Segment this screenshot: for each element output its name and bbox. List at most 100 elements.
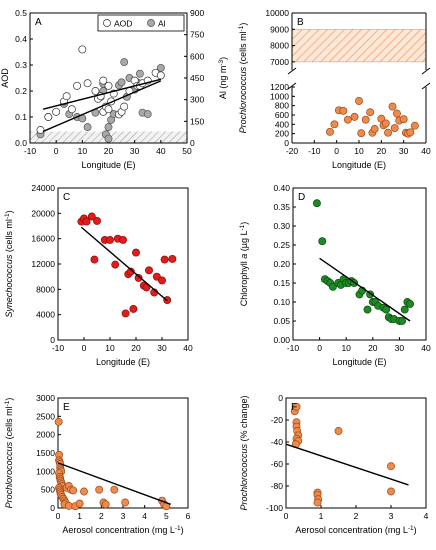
y-tick-label: -20 bbox=[271, 415, 284, 425]
data-point bbox=[80, 487, 88, 496]
panel-letter: C bbox=[63, 192, 70, 203]
x-tick-label: 30 bbox=[157, 343, 167, 353]
x-tick-label: 30 bbox=[399, 146, 409, 156]
data-point bbox=[106, 235, 114, 244]
y2-tick-label: 900 bbox=[190, 8, 204, 18]
data-point bbox=[69, 486, 78, 495]
panel-a: -10 0 10 20 30 40 50 0.0 0.1 0.2 0.3 0.4 0.5 0 150 300 4… bbox=[0, 8, 228, 170]
data-point bbox=[355, 97, 363, 105]
aod-point bbox=[52, 107, 61, 116]
y-tick-label: -60 bbox=[271, 459, 284, 469]
axis-break-mark bbox=[421, 82, 431, 90]
y-axis-label: Prochlorococcus (% change) bbox=[239, 395, 249, 510]
y-tick-label: 0.2 bbox=[15, 86, 27, 96]
aod-point bbox=[73, 81, 82, 90]
y2-tick-label: 0 bbox=[190, 138, 195, 148]
y-tick-label: 0.15 bbox=[273, 278, 290, 288]
x-tick-label: 40 bbox=[421, 343, 431, 353]
data-point bbox=[339, 106, 348, 115]
x-tick-label: -10 bbox=[287, 343, 300, 353]
y2-tick-label: 450 bbox=[190, 73, 204, 83]
y-tick-label: 10000 bbox=[265, 8, 289, 18]
x-axis-label: Aerosol concentration (mg L-1) bbox=[62, 525, 183, 536]
data-point bbox=[75, 499, 84, 508]
y-tick-label: 8000 bbox=[36, 284, 55, 294]
x-tick-label: 10 bbox=[341, 343, 351, 353]
y-tick-label: 0.20 bbox=[273, 259, 290, 269]
panel-letter: A bbox=[35, 17, 42, 28]
y-tick-label: 0 bbox=[50, 335, 55, 345]
y-tick-label: 1000 bbox=[270, 91, 289, 101]
data-point bbox=[168, 254, 177, 263]
y2-tick-label: 750 bbox=[190, 30, 204, 40]
x-axis-label: Longitude (E) bbox=[96, 357, 150, 367]
y-tick-label: 2500 bbox=[36, 411, 55, 421]
axis-break-mark bbox=[287, 82, 297, 90]
x-tick-label: 2 bbox=[354, 511, 359, 521]
al-trend-line bbox=[42, 80, 162, 133]
x-tick-label: 0 bbox=[54, 146, 59, 156]
x-tick-label: -10 bbox=[308, 146, 321, 156]
y-tick-label: -80 bbox=[271, 481, 284, 491]
data-point bbox=[90, 255, 99, 264]
legend-aod-label: AOD bbox=[114, 19, 132, 29]
panel-d: -10 0 10 20 30 40 0.00 0.05 0.10 0.15 0.20 0.25 0.30… bbox=[239, 183, 431, 367]
y-tick-label: -100 bbox=[266, 503, 283, 513]
data-point bbox=[350, 112, 359, 121]
data-point bbox=[93, 216, 101, 225]
x-tick-label: 4 bbox=[142, 511, 147, 521]
y-axis-label: Synechococcus (cells ml-1) bbox=[4, 210, 15, 317]
panel-letter: D bbox=[298, 192, 305, 203]
aod-point bbox=[44, 113, 53, 121]
x-tick-label: -10 bbox=[24, 146, 37, 156]
data-point bbox=[400, 305, 409, 314]
data-point bbox=[326, 127, 334, 136]
y-tick-label: 0.1 bbox=[15, 112, 27, 122]
x-tick-label: 10 bbox=[78, 146, 88, 156]
data-point bbox=[410, 121, 419, 130]
y-tick-label: 0.4 bbox=[15, 34, 27, 44]
x-tick-label: 2 bbox=[99, 511, 104, 521]
data-point bbox=[313, 498, 322, 507]
panel-letter: F bbox=[291, 402, 297, 413]
x-tick-label: 1 bbox=[319, 511, 324, 521]
y2-tick-label: 150 bbox=[190, 116, 204, 126]
x-tick-label: 0 bbox=[284, 511, 289, 521]
y-tick-label: 400 bbox=[275, 119, 289, 129]
axis-break-mark bbox=[421, 67, 431, 75]
y-axis-label: Prochlorococcus (cells ml-1) bbox=[4, 398, 15, 509]
data-point bbox=[110, 485, 119, 494]
al-point bbox=[135, 69, 144, 78]
x-tick-label: 3 bbox=[121, 511, 126, 521]
aod-point bbox=[91, 87, 100, 95]
x-tick-label: -10 bbox=[52, 343, 65, 353]
data-point bbox=[357, 129, 366, 138]
y-tick-label: 1200 bbox=[270, 82, 289, 92]
y-tick-label: 0.25 bbox=[273, 240, 290, 250]
aod-point bbox=[36, 126, 45, 134]
data-point bbox=[95, 485, 104, 494]
x-tick-label: 5 bbox=[164, 511, 169, 521]
plot-frame bbox=[57, 187, 189, 341]
data-point bbox=[328, 282, 337, 291]
data-point bbox=[82, 217, 91, 226]
data-point bbox=[111, 260, 120, 269]
x-tick-label: 0 bbox=[82, 343, 87, 353]
data-point bbox=[370, 125, 379, 133]
x-axis-label: Longitude (E) bbox=[332, 160, 386, 170]
y-tick-label: 7000 bbox=[270, 57, 289, 67]
y-tick-label: 1500 bbox=[36, 448, 55, 458]
axis-break-mark bbox=[287, 67, 297, 75]
legend-al-label: Al bbox=[158, 19, 166, 29]
x-tick-label: 1 bbox=[77, 511, 82, 521]
shaded-band bbox=[291, 28, 427, 63]
data-point bbox=[330, 120, 339, 129]
data-point bbox=[343, 115, 352, 124]
legend-al-marker bbox=[147, 19, 155, 27]
x-tick-label: 3 bbox=[389, 511, 394, 521]
aod-point bbox=[104, 81, 113, 90]
x-tick-label: 20 bbox=[131, 343, 141, 353]
data-point bbox=[158, 276, 166, 285]
y-tick-label: 0.10 bbox=[273, 297, 290, 307]
al-point bbox=[83, 123, 92, 132]
